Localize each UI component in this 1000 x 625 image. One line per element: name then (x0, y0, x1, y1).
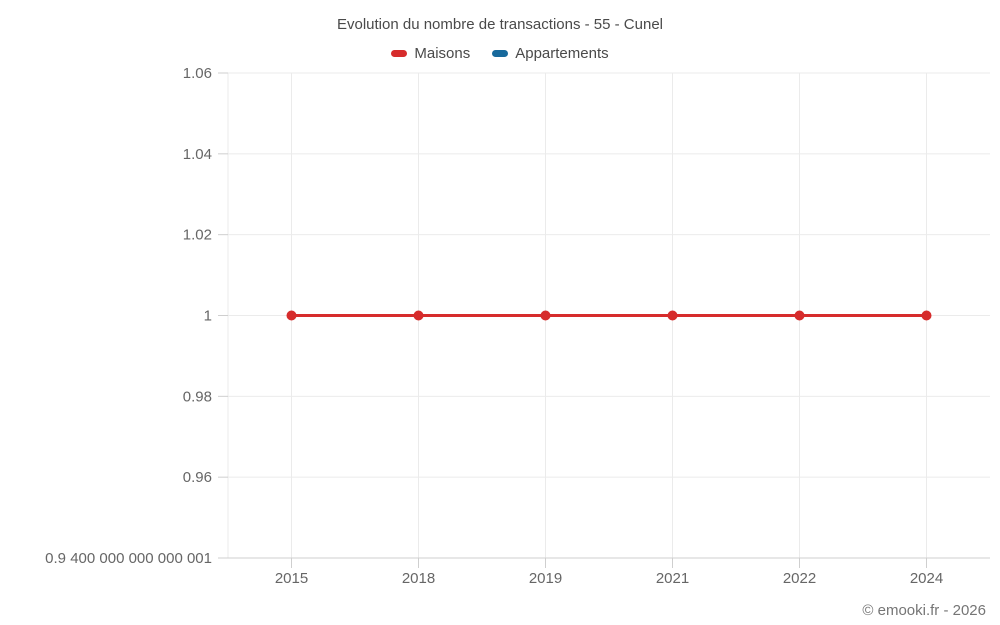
y-tick-label: 0.9 400 000 000 000 001 (45, 550, 212, 567)
x-tick-label: 2015 (275, 570, 308, 587)
y-tick-label: 1 (204, 308, 212, 325)
chart-title: Evolution du nombre de transactions - 55… (336, 16, 663, 33)
data-point[interactable] (794, 310, 805, 321)
data-point[interactable] (667, 310, 678, 321)
legend-swatch-icon (492, 50, 509, 57)
data-point[interactable] (921, 310, 932, 321)
x-tick-label: 2021 (656, 570, 689, 587)
axis-tick-labels: 1.06 1.04 1.02 1 0.98 0.96 0.9 400 000 000 000… (45, 65, 943, 587)
chart-legend: Maisons Appartements (0, 45, 1000, 62)
series-maisons (286, 310, 932, 321)
y-tick-label: 1.02 (183, 227, 212, 244)
y-tick-label: 0.98 (183, 388, 212, 405)
legend-swatch-icon (391, 50, 408, 57)
legend-label: Appartements (515, 45, 609, 62)
x-tick-label: 2022 (783, 570, 816, 587)
copyright-footer: © emooki.fr - 2026 (862, 602, 986, 619)
x-tick-label: 2024 (910, 570, 943, 587)
y-tick-label: 0.96 (183, 469, 212, 486)
legend-item-appartements[interactable]: Appartements (492, 45, 609, 62)
y-tick-label: 1.06 (183, 65, 212, 82)
legend-item-maisons[interactable]: Maisons (391, 45, 470, 62)
y-tick-label: 1.04 (183, 146, 212, 163)
data-point[interactable] (286, 310, 297, 321)
axes (218, 72, 990, 568)
data-point[interactable] (413, 310, 424, 321)
x-tick-label: 2019 (529, 570, 562, 587)
data-point[interactable] (540, 310, 551, 321)
legend-label: Maisons (414, 45, 471, 62)
x-tick-label: 2018 (402, 570, 435, 587)
